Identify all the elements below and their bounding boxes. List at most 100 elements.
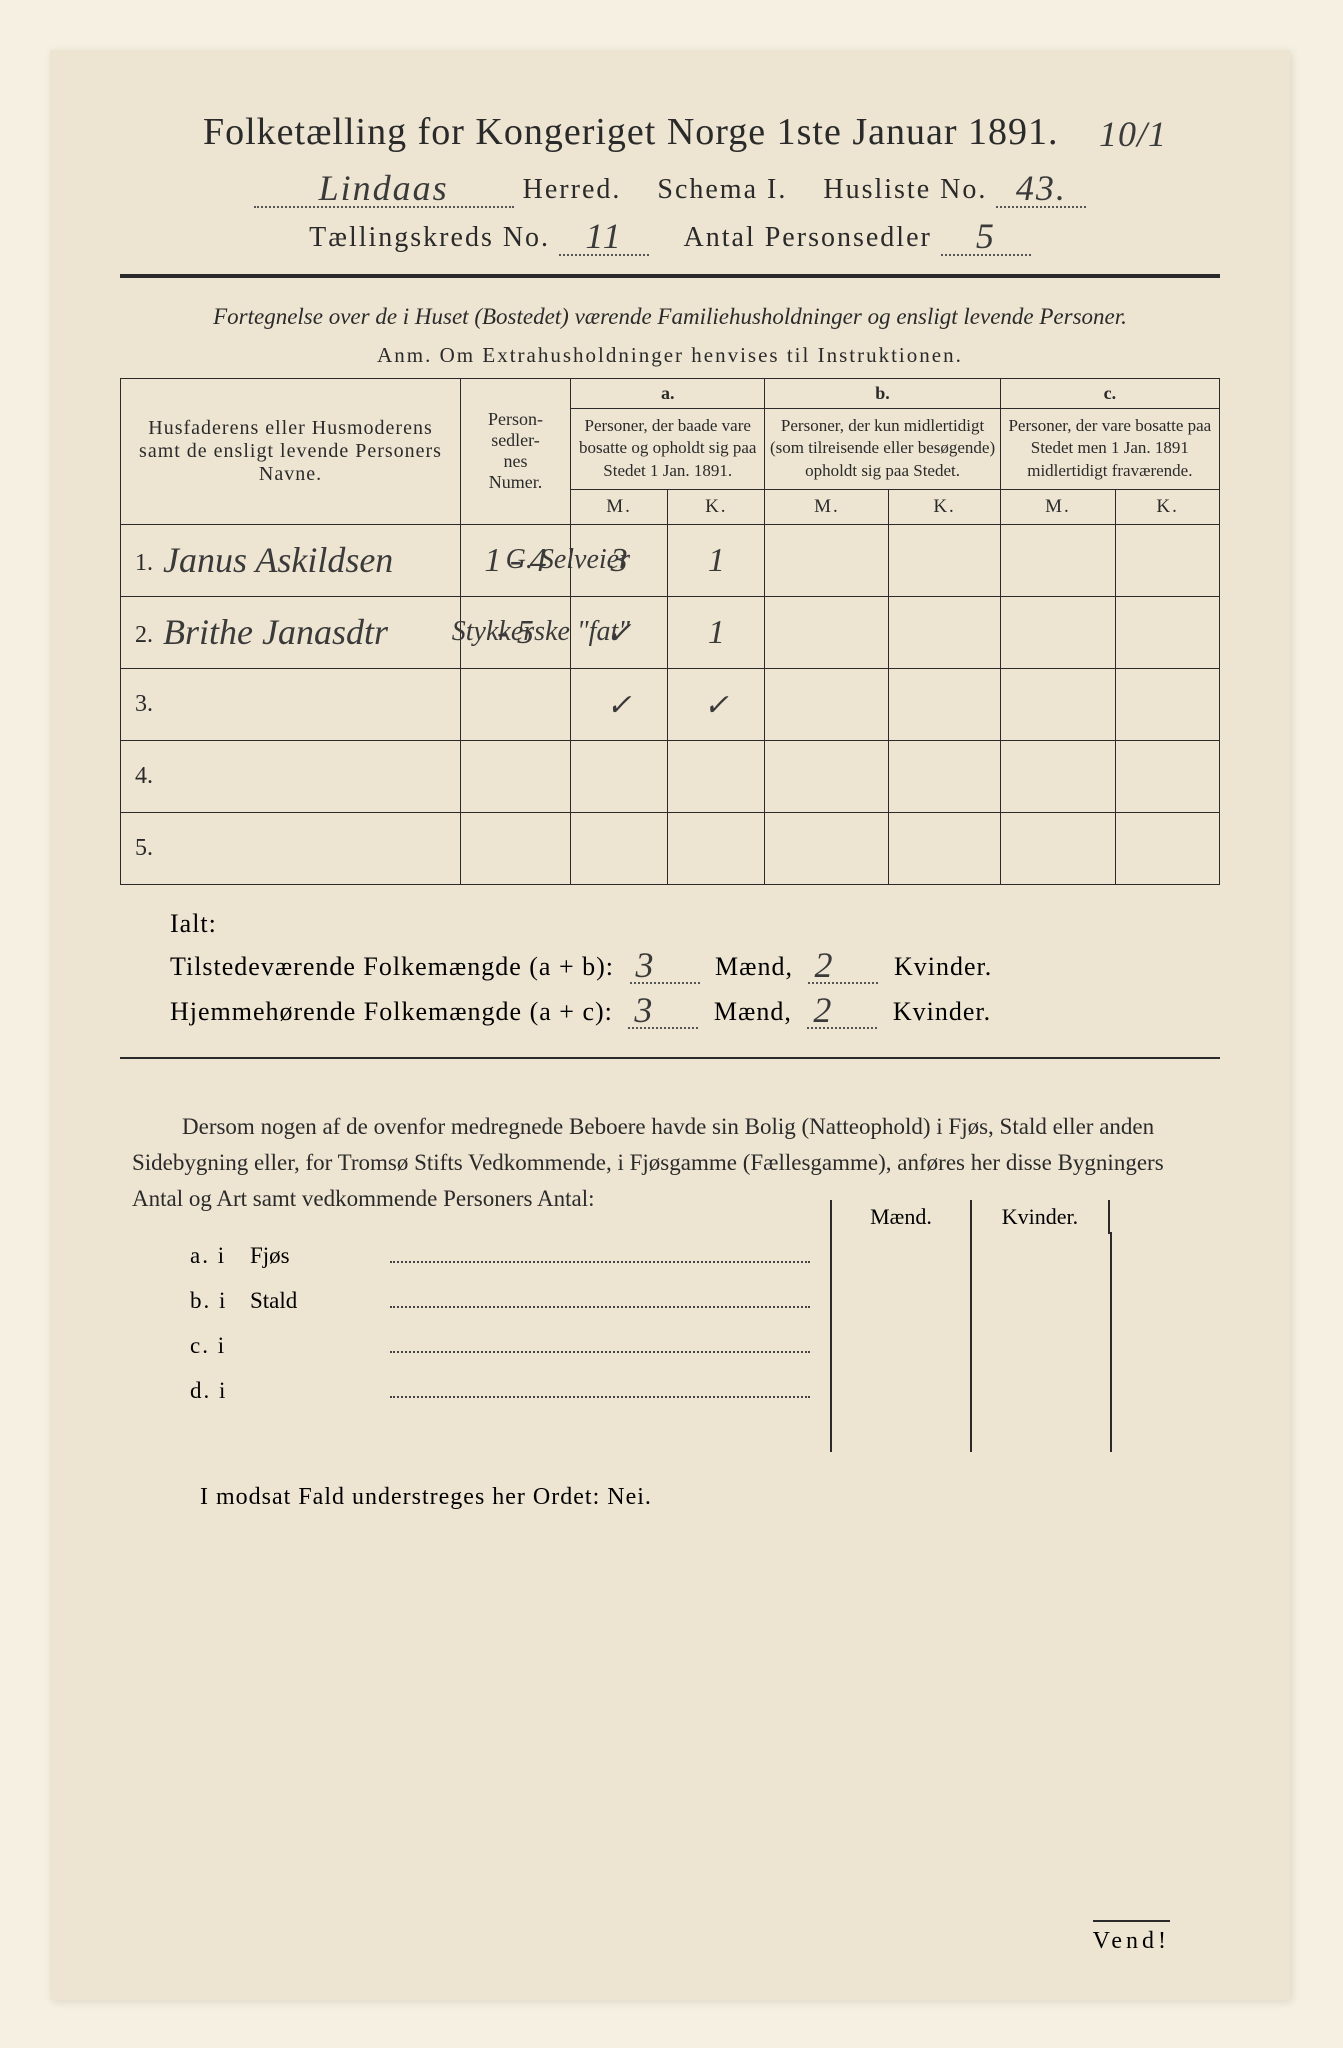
cell-cK — [1116, 669, 1220, 741]
census-tbody: 1.Janus AskildsenG. Selveier1 - 4312.Bri… — [121, 525, 1220, 885]
kreds-value: 11 — [585, 216, 622, 256]
th-c: Personer, der vare bosatte paa Stedet me… — [1000, 408, 1219, 490]
cell-cM — [1000, 669, 1116, 741]
cell-nummer — [461, 741, 571, 813]
maend-label-2: Mænd, — [714, 997, 792, 1026]
abc-label: a. i — [190, 1243, 250, 1269]
cell-cM — [1000, 525, 1116, 597]
margin-note: Stykkerske "fat" — [452, 616, 630, 648]
abc-label: d. i — [190, 1378, 250, 1404]
cell-bM — [765, 597, 889, 669]
form-anm: Anm. Om Extrahusholdninger henvises til … — [120, 343, 1220, 368]
cell-nummer — [461, 669, 571, 741]
th-bM: M. — [765, 490, 889, 525]
cell-cM — [1000, 597, 1116, 669]
row-name-cell: 4. — [121, 741, 461, 813]
cell-cM — [1000, 813, 1116, 885]
th-a-top: a. — [571, 378, 765, 408]
cell-bM — [765, 669, 889, 741]
th-a: Personer, der baade vare bosatte og opho… — [571, 408, 765, 490]
row-name-cell: 5. — [121, 813, 461, 885]
cell-cK — [1116, 525, 1220, 597]
kvinder-label: Kvinder. — [894, 952, 992, 981]
abc-dots — [390, 1330, 810, 1353]
kvinder-label-2: Kvinder. — [893, 997, 991, 1026]
row-number: 4. — [135, 763, 153, 789]
totals-1-k: 2 — [814, 945, 833, 985]
husliste-label: Husliste No. — [823, 174, 987, 205]
abc-list: Mænd. Kvinder. a. iFjøsb. iStaldc. id. i — [190, 1240, 1220, 1404]
cell-aK: 1 — [668, 525, 765, 597]
main-title: Folketælling for Kongeriget Norge 1ste J… — [120, 110, 1220, 154]
mk-line-1 — [830, 1232, 832, 1452]
totals-2-k: 2 — [813, 990, 832, 1030]
schema-label: Schema I. — [657, 174, 787, 205]
divider-2 — [120, 1057, 1220, 1059]
table-row: 2.Brithe JanasdtrStykkerske "fat"- 5✓1 — [121, 597, 1220, 669]
mk-line-2 — [970, 1232, 972, 1452]
abc-row: d. i — [190, 1375, 1220, 1404]
vend-label: Vend! — [1093, 1920, 1170, 1955]
th-cK: K. — [1116, 490, 1220, 525]
mk-line-3 — [1110, 1232, 1112, 1452]
cell-bM — [765, 741, 889, 813]
cell-aM — [571, 741, 668, 813]
cell-cK — [1116, 813, 1220, 885]
cell-bM — [765, 525, 889, 597]
row-name-cell: 1.Janus AskildsenG. Selveier — [121, 525, 461, 597]
cell-aM: ✓ — [571, 669, 668, 741]
cell-bK — [889, 741, 1000, 813]
census-form-page: Folketælling for Kongeriget Norge 1ste J… — [50, 50, 1290, 2000]
divider-1 — [120, 274, 1220, 278]
cell-bK — [889, 525, 1000, 597]
totals-1-m: 3 — [636, 945, 655, 985]
th-bK: K. — [889, 490, 1000, 525]
mk-maend: Mænd. — [830, 1200, 970, 1234]
cell-bM — [765, 813, 889, 885]
th-nummer: Person- sedler- nes Numer. — [461, 378, 571, 525]
cell-aM — [571, 813, 668, 885]
th-b-top: b. — [765, 378, 1000, 408]
totals-line-1: Tilstedeværende Folkemængde (a + b): 3 M… — [170, 949, 1220, 984]
cell-bK — [889, 669, 1000, 741]
table-row: 1.Janus AskildsenG. Selveier1 - 431 — [121, 525, 1220, 597]
table-row: 4. — [121, 741, 1220, 813]
row-name-cell: 2.Brithe JanasdtrStykkerske "fat" — [121, 597, 461, 669]
abc-what: Fjøs — [250, 1243, 390, 1269]
maend-label: Mænd, — [715, 952, 793, 981]
cell-aK: ✓ — [668, 669, 765, 741]
header-line-3: Tællingskreds No. 11 Antal Personsedler … — [120, 220, 1220, 256]
cell-cK — [1116, 597, 1220, 669]
row-number: 2. — [135, 622, 153, 648]
cell-cM — [1000, 741, 1116, 813]
herred-value: Lindaas — [319, 168, 449, 208]
th-cM: M. — [1000, 490, 1116, 525]
row-name: Janus Askildsen — [163, 540, 393, 580]
abc-label: b. i — [190, 1288, 250, 1314]
ialt-label: Ialt: — [170, 909, 1220, 939]
row-name: Brithe Janasdtr — [163, 612, 388, 652]
row-number: 3. — [135, 691, 153, 717]
mk-header: Mænd. Kvinder. — [830, 1200, 1110, 1234]
kreds-label: Tællingskreds No. — [309, 222, 550, 253]
abc-label: c. i — [190, 1333, 250, 1359]
th-c-top: c. — [1000, 378, 1219, 408]
th-aM: M. — [571, 490, 668, 525]
cell-bK — [889, 597, 1000, 669]
abc-row: b. iStald — [190, 1285, 1220, 1314]
margin-note: G. Selveier — [506, 544, 630, 576]
mk-kvinder: Kvinder. — [970, 1200, 1110, 1234]
abc-dots — [390, 1240, 810, 1263]
th-aK: K. — [668, 490, 765, 525]
cell-bK — [889, 813, 1000, 885]
title-text: Folketælling for Kongeriget Norge 1ste J… — [203, 111, 1059, 153]
cell-cK — [1116, 741, 1220, 813]
totals-1-label: Tilstedeværende Folkemængde (a + b): — [170, 952, 614, 981]
table-row: 3. ✓✓ — [121, 669, 1220, 741]
totals-2-label: Hjemmehørende Folkemængde (a + c): — [170, 997, 613, 1026]
herred-label: Herred. — [523, 174, 622, 205]
table-row: 5. — [121, 813, 1220, 885]
personsedler-value: 5 — [976, 216, 996, 256]
census-table: Husfaderens eller Husmoderens samt de en… — [120, 378, 1220, 886]
abc-row: a. iFjøs — [190, 1240, 1220, 1269]
